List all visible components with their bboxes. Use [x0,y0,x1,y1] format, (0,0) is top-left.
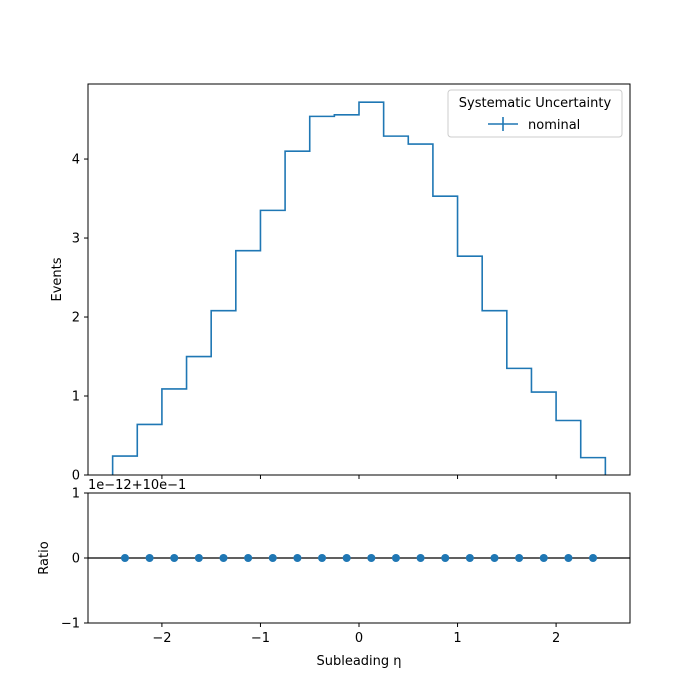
x-tick-label-0: −2 [152,631,171,646]
legend-entry-nominal: nominal [528,118,580,133]
histogram-plot-area [111,101,607,475]
events-y-tick-label-1: 1 [72,390,80,405]
histogram-bin-6 [260,210,285,475]
histogram-bin-0 [113,456,138,475]
ratio-point-14 [465,554,474,562]
legend-title: Systematic Uncertainty [459,96,612,111]
x-tick-label-3: 1 [453,631,461,646]
histogram-bin-15 [482,311,507,475]
events-y-ticks: 0 1 2 3 4 [72,153,88,484]
ratio-point-0 [120,554,129,562]
x-tick-label-1: −1 [251,631,270,646]
events-y-tick-label-0: 0 [72,469,80,484]
histogram-bin-17 [531,392,556,475]
histogram-bin-19 [581,458,606,475]
ratio-offset-text: 1e−12+10e−1 [88,478,186,493]
ratio-point-6 [268,554,277,562]
ratio-point-1 [145,554,154,562]
histogram-bin-18 [556,420,581,475]
ratio-y-tick-label-1: 0 [72,552,80,567]
histogram-bin-12 [408,144,433,475]
histogram-bin-16 [507,368,532,475]
events-x-ticks [161,475,557,479]
ratio-point-13 [441,554,450,562]
x-tick-label-4: 2 [552,631,560,646]
histogram-bin-8 [310,116,335,475]
ratio-y-ticks: −1 0 1 [61,487,88,632]
x-tick-label-2: 0 [355,631,363,646]
events-y-tick-label-2: 2 [72,311,80,326]
ratio-point-5 [244,554,253,562]
histogram-bin-10 [359,102,384,475]
ratio-point-7 [293,554,302,562]
events-y-axis-label: Events [50,257,65,301]
histogram-bin-11 [384,136,409,475]
ratio-point-8 [318,554,327,562]
ratio-point-11 [391,554,400,562]
legend: Systematic Uncertainty nominal [447,89,623,138]
histogram-bin-2 [162,389,187,475]
histogram-bin-9 [334,115,359,475]
histogram-bin-14 [458,256,483,475]
x-axis-label: Subleading η [316,654,401,669]
ratio-point-4 [219,554,228,562]
ratio-panel: −1 0 1 −2 −1 0 1 2 1e−12+10e−1 Ratio Subleadin… [37,478,631,669]
ratio-point-12 [416,554,425,562]
ratio-point-3 [194,554,203,562]
ratio-plot-area [88,554,630,562]
ratio-y-tick-label-2: 1 [72,487,80,502]
ratio-point-9 [342,554,351,562]
histogram-bin-7 [285,151,310,475]
ratio-point-18 [564,554,573,562]
ratio-y-tick-label-0: −1 [61,617,80,632]
legend-marker-nominal [488,117,518,131]
ratio-point-19 [589,554,598,562]
ratio-point-10 [367,554,376,562]
histogram-bin-1 [137,424,162,475]
ratio-point-15 [490,554,499,562]
ratio-point-17 [539,554,548,562]
histogram-bin-5 [236,251,261,475]
events-y-tick-label-3: 3 [72,232,80,247]
events-y-tick-label-4: 4 [72,153,80,168]
ratio-y-axis-label: Ratio [37,541,52,574]
histogram-step-nominal [111,101,607,475]
ratio-x-ticks: −2 −1 0 1 2 [152,623,560,646]
ratio-point-2 [170,554,179,562]
histogram-bin-13 [433,196,458,475]
histogram-bin-4 [211,311,236,475]
events-panel: 0 1 2 3 4 Events Systematic Uncertainty nomi… [50,83,631,484]
ratio-point-16 [515,554,524,562]
histogram-bin-3 [187,357,212,475]
legend-box [447,89,623,138]
